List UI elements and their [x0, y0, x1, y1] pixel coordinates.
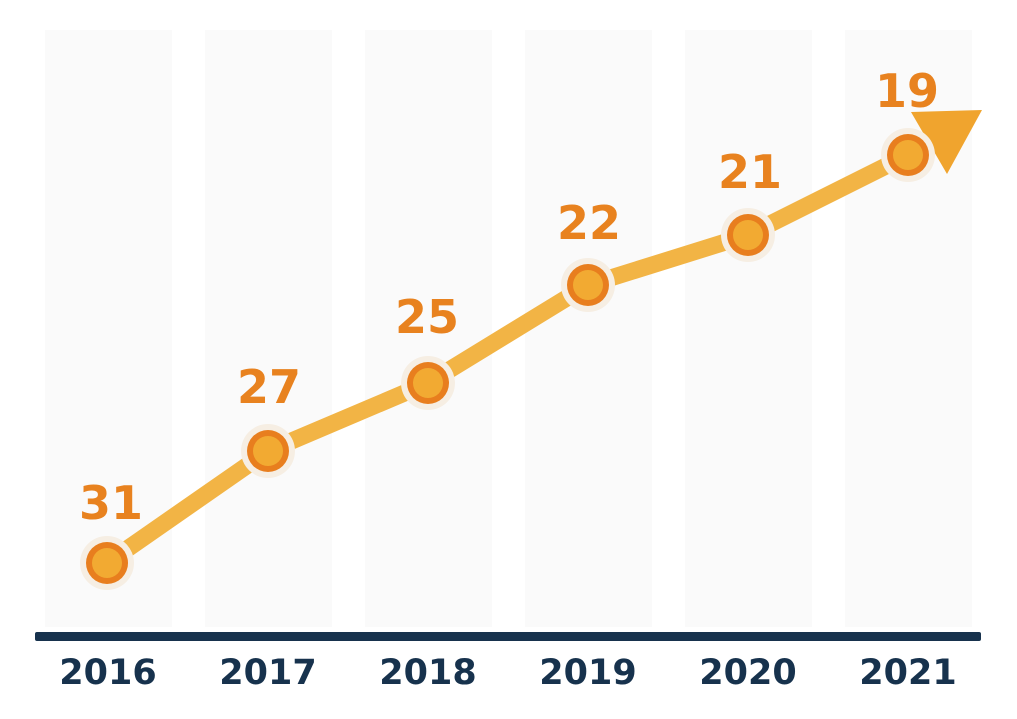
marker-dot-icon [893, 140, 923, 170]
year-band [685, 30, 812, 627]
marker-2021 [881, 128, 935, 182]
year-band [525, 30, 652, 627]
arrow-head-icon [911, 110, 982, 174]
marker-dot-icon [253, 436, 283, 466]
x-tick-2017: 2017 [219, 653, 317, 693]
x-tick-2019: 2019 [539, 653, 637, 693]
value-label-2016: 31 [78, 476, 144, 530]
marker-2019 [561, 258, 615, 312]
x-tick-2021: 2021 [859, 653, 957, 693]
x-axis-line [35, 632, 981, 641]
marker-2020 [721, 208, 775, 262]
marker-dot-icon [413, 368, 443, 398]
marker-2018 [401, 356, 455, 410]
x-tick-2018: 2018 [379, 653, 477, 693]
marker-2016 [80, 536, 134, 590]
marker-dot-icon [92, 548, 122, 578]
marker-2017 [241, 424, 295, 478]
marker-dot-icon [573, 270, 603, 300]
value-label-2017: 27 [236, 360, 302, 414]
category-bands [45, 30, 972, 627]
value-label-2019: 22 [556, 196, 622, 250]
year-band [205, 30, 332, 627]
x-tick-2020: 2020 [699, 653, 797, 693]
year-band [365, 30, 492, 627]
x-tick-2016: 2016 [59, 653, 157, 693]
value-label-2018: 25 [394, 290, 460, 344]
value-label-2021: 19 [874, 64, 940, 118]
marker-dot-icon [733, 220, 763, 250]
value-label-2020: 21 [717, 145, 783, 199]
